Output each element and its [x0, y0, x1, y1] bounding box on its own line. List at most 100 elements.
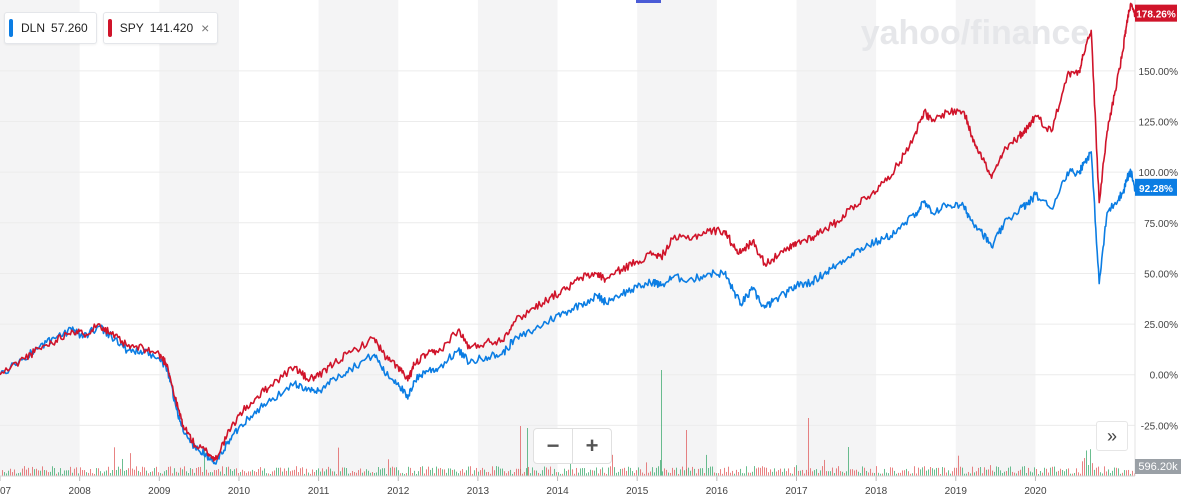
volume-bar	[1118, 468, 1119, 476]
volume-bar	[60, 468, 61, 476]
volume-bar	[502, 468, 503, 476]
volume-bar	[1016, 473, 1017, 476]
volume-bar	[754, 466, 755, 476]
volume-bar	[288, 467, 289, 476]
volume-bar	[532, 467, 533, 476]
volume-bar	[1052, 466, 1053, 476]
volume-bar	[1078, 472, 1079, 476]
volume-bar	[388, 459, 389, 476]
volume-bar	[418, 471, 419, 476]
volume-bar	[358, 470, 359, 476]
volume-bar	[1064, 471, 1065, 476]
volume-bar	[1030, 471, 1031, 476]
year-band-2007	[0, 0, 80, 476]
volume-bar	[600, 469, 601, 476]
volume-bar	[480, 470, 481, 476]
volume-bar	[122, 458, 123, 476]
volume-bar	[312, 469, 313, 476]
year-band-2011	[318, 0, 399, 476]
volume-bar	[294, 469, 295, 476]
volume-bar	[280, 467, 281, 476]
volume-bar	[130, 453, 131, 476]
volume-bar	[1104, 466, 1105, 476]
volume-bar	[488, 471, 489, 476]
volume-bar	[976, 471, 977, 476]
volume-bar	[1022, 466, 1023, 476]
volume-bar	[208, 472, 209, 476]
volume-bar	[190, 468, 191, 476]
volume-bar	[844, 472, 845, 476]
y-tick-label: 50.00%	[1144, 269, 1178, 280]
volume-bar	[164, 471, 165, 476]
volume-bar	[650, 471, 651, 476]
volume-bar	[1068, 468, 1069, 476]
legend-chip-spy[interactable]: SPY 141.420 ×	[102, 12, 219, 44]
volume-bar	[814, 470, 815, 476]
volume-bar	[720, 469, 721, 476]
volume-bar	[48, 472, 49, 476]
volume-bar	[1108, 469, 1109, 476]
volume-bar	[330, 468, 331, 476]
volume-bar	[698, 468, 699, 476]
volume-bar	[792, 473, 793, 476]
volume-bar	[778, 470, 779, 476]
volume-bar	[560, 473, 561, 476]
volume-bar	[852, 469, 853, 476]
volume-bar	[1034, 467, 1035, 476]
volume-bar	[42, 466, 43, 476]
volume-bar	[412, 473, 413, 476]
volume-bar	[222, 466, 223, 476]
volume-bar	[1032, 472, 1033, 476]
volume-bar	[524, 471, 525, 476]
volume-bar	[202, 472, 203, 476]
expand-chart-button[interactable]: »	[1096, 421, 1128, 451]
volume-bar	[100, 471, 101, 476]
volume-bar	[644, 473, 645, 476]
zoom-out-button[interactable]: −	[546, 433, 560, 458]
volume-bar	[770, 469, 771, 476]
legend-chip-dln[interactable]: DLN 57.260	[4, 12, 97, 44]
volume-bar	[382, 468, 383, 476]
volume-bar	[4, 472, 5, 476]
volume-bar	[264, 468, 265, 476]
volume-bar	[804, 473, 805, 476]
volume-bar	[206, 469, 207, 476]
volume-bar	[518, 468, 519, 476]
volume-bar	[172, 473, 173, 476]
dln-color-swatch	[9, 19, 13, 37]
volume-bar	[624, 467, 625, 476]
volume-bar	[448, 468, 449, 476]
volume-bar	[846, 471, 847, 476]
volume-bar	[370, 472, 371, 476]
volume-bar	[88, 472, 89, 476]
volume-bar	[902, 470, 903, 476]
volume-bar	[368, 470, 369, 476]
last-value-label-spy: 178.26%	[1136, 10, 1176, 21]
zoom-in-button[interactable]: +	[572, 429, 611, 463]
remove-comparison-icon[interactable]: ×	[201, 20, 210, 36]
volume-bar	[26, 469, 27, 476]
volume-bar	[6, 473, 7, 476]
volume-bar	[362, 472, 363, 476]
volume-bar	[278, 467, 279, 476]
volume-bar	[568, 469, 569, 476]
volume-bar	[1082, 461, 1083, 476]
volume-bar	[942, 467, 943, 476]
volume-bar	[344, 467, 345, 476]
volume-bar	[458, 473, 459, 476]
volume-bar	[910, 473, 911, 476]
volume-bar	[408, 466, 409, 476]
volume-bar	[784, 468, 785, 476]
volume-bar	[232, 471, 233, 476]
year-band-2009	[159, 0, 239, 476]
volume-bar	[714, 472, 715, 476]
volume-bar	[527, 428, 528, 476]
y-tick-label: 75.00%	[1144, 219, 1178, 230]
volume-bar	[254, 471, 255, 476]
volume-bar	[22, 468, 23, 476]
volume-bar	[282, 471, 283, 476]
volume-bar	[570, 458, 571, 476]
volume-bar	[812, 471, 813, 476]
last-label-bg-spy	[1135, 4, 1177, 22]
